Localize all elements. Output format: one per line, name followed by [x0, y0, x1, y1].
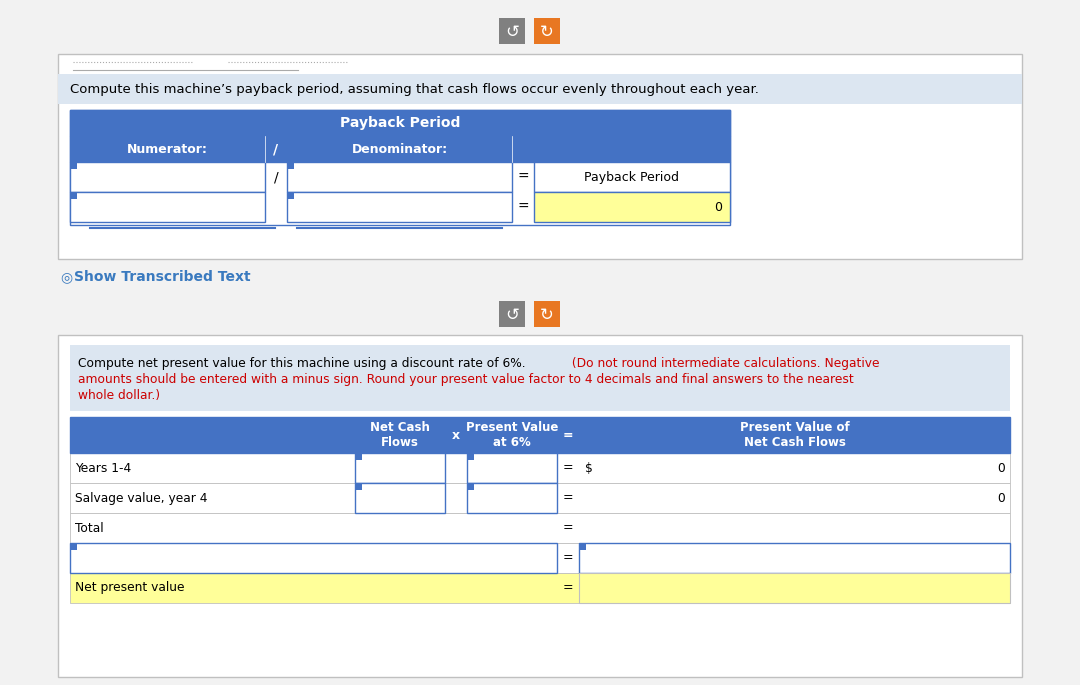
Bar — [70, 162, 265, 192]
Bar — [70, 543, 557, 573]
Text: Net present value: Net present value — [75, 582, 185, 595]
Text: Compute this machine’s payback period, assuming that cash flows occur evenly thr: Compute this machine’s payback period, a… — [70, 82, 759, 95]
Text: Present Value
at 6%: Present Value at 6% — [465, 421, 558, 449]
Text: Payback Period: Payback Period — [584, 171, 679, 184]
Bar — [70, 417, 1010, 453]
Bar — [534, 162, 730, 192]
Text: Total: Total — [75, 521, 104, 534]
Bar — [534, 301, 561, 327]
Bar — [355, 453, 362, 460]
Bar — [70, 110, 730, 136]
Bar — [579, 573, 1010, 603]
Text: $: $ — [585, 462, 593, 475]
Text: =: = — [517, 170, 529, 184]
Text: =: = — [563, 492, 573, 504]
Text: ↻: ↻ — [540, 306, 554, 324]
Bar — [70, 110, 730, 225]
Bar — [58, 335, 1022, 677]
Text: ◎: ◎ — [60, 270, 72, 284]
Bar — [70, 543, 77, 550]
Text: whole dollar.): whole dollar.) — [78, 389, 160, 402]
Text: Present Value of
Net Cash Flows: Present Value of Net Cash Flows — [740, 421, 849, 449]
Bar — [58, 54, 1022, 259]
Bar — [70, 162, 77, 169]
Bar — [467, 483, 557, 513]
Bar — [70, 453, 1010, 483]
Bar — [467, 483, 474, 490]
Bar — [355, 453, 445, 483]
Bar — [70, 192, 265, 222]
Text: =: = — [563, 462, 573, 475]
Bar — [70, 543, 1010, 573]
Text: ↺: ↺ — [505, 23, 518, 41]
Text: =: = — [517, 200, 529, 214]
Text: 0: 0 — [714, 201, 723, 214]
Text: Salvage value, year 4: Salvage value, year 4 — [75, 492, 207, 504]
Bar — [287, 192, 512, 222]
Bar — [70, 513, 1010, 543]
Bar — [70, 192, 77, 199]
Text: =: = — [563, 582, 573, 595]
Text: /: / — [273, 170, 279, 184]
Bar — [70, 136, 730, 162]
Bar — [287, 162, 294, 169]
Bar — [287, 192, 294, 199]
Text: ↻: ↻ — [540, 23, 554, 41]
Bar — [70, 483, 1010, 513]
Bar — [287, 162, 512, 192]
Text: 0: 0 — [997, 492, 1005, 504]
Bar — [579, 543, 1010, 573]
Bar — [579, 543, 586, 550]
Bar — [499, 301, 525, 327]
Text: Years 1-4: Years 1-4 — [75, 462, 132, 475]
Text: Compute net present value for this machine using a discount rate of 6%.: Compute net present value for this machi… — [78, 357, 526, 370]
Text: (Do not round intermediate calculations. Negative: (Do not round intermediate calculations.… — [568, 357, 879, 370]
Text: =: = — [563, 429, 573, 442]
Bar — [70, 573, 1010, 603]
Text: Denominator:: Denominator: — [351, 142, 447, 155]
Bar — [534, 192, 730, 222]
Bar — [499, 18, 525, 44]
Text: Show Transcribed Text: Show Transcribed Text — [75, 270, 251, 284]
Bar — [58, 74, 1022, 104]
Bar — [355, 483, 445, 513]
Bar — [70, 345, 1010, 411]
Text: =: = — [563, 521, 573, 534]
Text: /: / — [273, 142, 279, 156]
Bar — [467, 453, 474, 460]
Text: =: = — [563, 551, 573, 564]
Text: x: x — [451, 429, 460, 442]
Bar — [467, 453, 557, 483]
Text: Numerator:: Numerator: — [127, 142, 208, 155]
Text: Payback Period: Payback Period — [340, 116, 460, 130]
Bar — [534, 18, 561, 44]
Text: ↺: ↺ — [505, 306, 518, 324]
Bar — [355, 483, 362, 490]
Text: amounts should be entered with a minus sign. Round your present value factor to : amounts should be entered with a minus s… — [78, 373, 854, 386]
Text: 0: 0 — [997, 462, 1005, 475]
Text: Net Cash
Flows: Net Cash Flows — [370, 421, 430, 449]
